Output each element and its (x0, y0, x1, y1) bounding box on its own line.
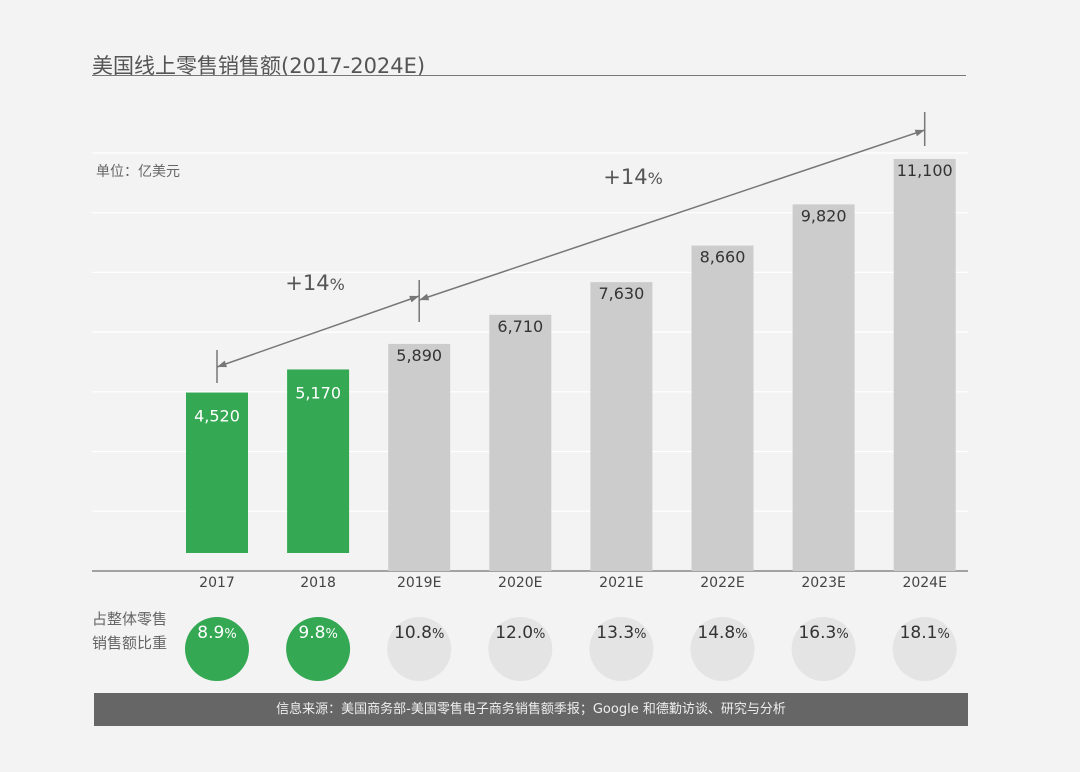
share-pct-sign: % (432, 627, 444, 642)
share-row-label-line1: 占整体零售 (92, 610, 168, 628)
share-label: 10.8% (394, 623, 444, 643)
title-rule (92, 75, 966, 76)
share-pct-sign: % (224, 627, 236, 642)
share-label: 9.8% (298, 623, 337, 643)
x-tick-label: 2020E (498, 575, 542, 591)
share-value: 13.3 (596, 623, 634, 643)
share-pct-sign: % (836, 627, 848, 642)
x-tick-label: 2022E (700, 575, 744, 591)
value-label: 6,710 (497, 317, 543, 336)
share-circle (488, 617, 553, 681)
value-label: 11,100 (897, 161, 953, 180)
growth-label: +14% (285, 271, 345, 295)
share-value: 14.8 (697, 623, 735, 643)
arrowhead (914, 129, 925, 137)
share-label: 13.3% (596, 623, 646, 643)
value-label: 8,660 (700, 248, 746, 267)
share-value: 8.9 (197, 623, 224, 643)
share-pct-sign: % (634, 627, 646, 642)
bar-2022E (691, 245, 754, 571)
share-circle (690, 617, 755, 681)
share-circle (791, 617, 856, 681)
share-value: 12.0 (495, 623, 533, 643)
share-pct-sign: % (735, 627, 747, 642)
value-label: 7,630 (598, 284, 644, 303)
bar-2020E (489, 314, 552, 571)
value-label: 5,890 (396, 346, 442, 365)
share-value: 16.3 (798, 623, 836, 643)
share-label: 16.3% (798, 623, 848, 643)
value-label: 4,520 (194, 407, 240, 426)
growth-label: +14% (603, 165, 663, 189)
share-circle (892, 617, 957, 681)
growth-pct-sign: % (648, 169, 663, 188)
share-value: 9.8 (298, 623, 325, 643)
value-label: 5,170 (295, 383, 341, 402)
share-value: 18.1 (900, 623, 938, 643)
source-bar: 信息来源：美国商务部-美国零售电子商务销售额季报；Google 和德勤访谈、研究… (94, 693, 968, 726)
share-value: 10.8 (394, 623, 432, 643)
share-pct-sign: % (325, 627, 337, 642)
share-circle (286, 617, 351, 681)
x-tick-label: 2019E (397, 575, 441, 591)
bar-2017 (186, 392, 248, 553)
unit-label: 单位：亿美元 (96, 164, 180, 180)
arrowhead (419, 293, 430, 301)
x-tick-label: 2018 (300, 575, 336, 591)
bar-2021E (590, 282, 653, 571)
share-circle (589, 617, 654, 681)
share-label: 18.1% (900, 623, 950, 643)
share-pct-sign: % (533, 627, 545, 642)
value-label: 9,820 (801, 206, 847, 225)
share-label: 8.9% (197, 623, 236, 643)
x-tick-label: 2017 (199, 575, 235, 591)
share-row-label-line2: 销售额比重 (92, 634, 168, 652)
bar-2024E (893, 158, 956, 571)
share-row-label: 占整体零售 销售额比重 (92, 607, 167, 655)
growth-pct-sign: % (330, 275, 345, 294)
growth-arrow (216, 295, 420, 368)
share-pct-sign: % (937, 627, 949, 642)
arrowhead (217, 360, 227, 368)
arrowhead (409, 295, 420, 303)
share-label: 14.8% (697, 623, 747, 643)
bar-2019E (388, 343, 451, 571)
growth-arrow (418, 129, 925, 301)
share-label: 12.0% (495, 623, 545, 643)
growth-value: +14 (603, 165, 647, 189)
growth-value: +14 (285, 271, 329, 295)
share-circle (387, 617, 452, 681)
bar-2018 (287, 369, 350, 553)
x-tick-label: 2021E (599, 575, 643, 591)
x-tick-label: 2024E (902, 575, 946, 591)
x-tick-label: 2023E (801, 575, 845, 591)
bar-2023E (792, 204, 855, 571)
share-circle (185, 617, 249, 681)
chart-title: 美国线上零售销售额(2017-2024E) (92, 54, 426, 78)
